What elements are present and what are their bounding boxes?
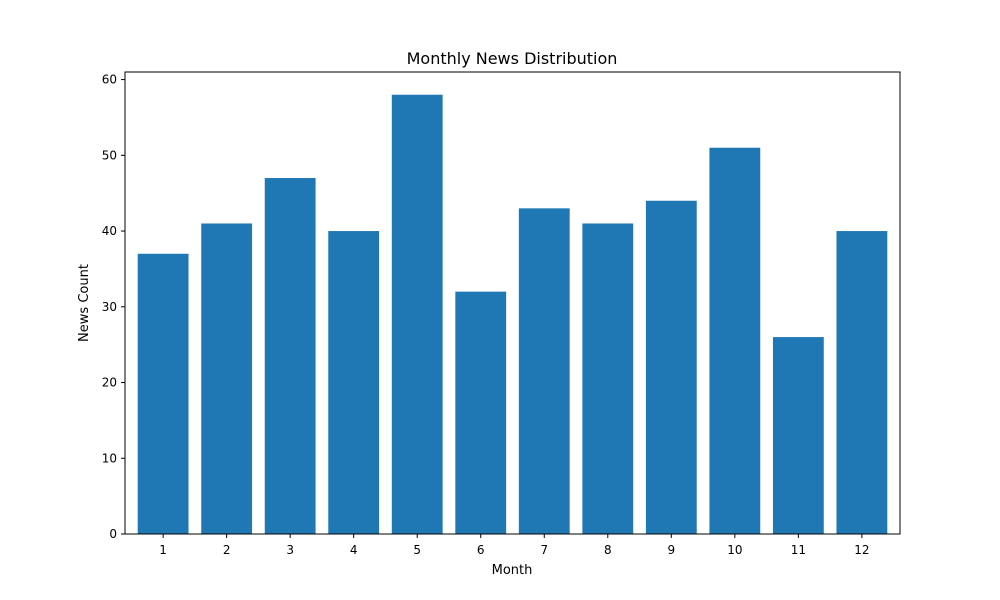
- y-tick-label: 10: [102, 451, 117, 465]
- bar-month-9: [645, 200, 697, 535]
- y-axis-ticks: 0 10 20 30 40 50 60: [102, 73, 125, 541]
- bar-month-5: [391, 94, 443, 534]
- bar-month-3: [264, 178, 316, 535]
- x-tick-label: 1: [159, 543, 167, 557]
- x-tick-label: 7: [540, 543, 548, 557]
- bar-month-11: [772, 337, 824, 534]
- x-tick-label: 11: [791, 543, 806, 557]
- x-tick-label: 6: [477, 543, 485, 557]
- y-tick-label: 50: [102, 148, 117, 162]
- bars-group: [137, 94, 888, 535]
- bar-month-8: [582, 223, 634, 534]
- bar-month-4: [328, 231, 380, 534]
- y-tick-label: 60: [102, 73, 117, 87]
- bar-month-6: [455, 291, 507, 534]
- y-tick-label: 20: [102, 376, 117, 390]
- x-tick-label: 3: [286, 543, 294, 557]
- chart-title: Monthly News Distribution: [407, 49, 618, 68]
- bar-month-12: [836, 231, 888, 534]
- bar-month-10: [709, 147, 761, 534]
- y-tick-label: 40: [102, 224, 117, 238]
- plot-frame: [124, 71, 901, 535]
- x-tick-label: 12: [854, 543, 869, 557]
- x-tick-label: 5: [413, 543, 421, 557]
- y-tick-label: 30: [102, 300, 117, 314]
- bar-month-1: [137, 253, 189, 534]
- x-axis-ticks: 1 2 3 4 5 6 7 8 9 10 11 12: [159, 534, 870, 557]
- x-tick-label: 2: [223, 543, 231, 557]
- y-tick-label: 0: [109, 527, 117, 541]
- x-tick-label: 8: [604, 543, 612, 557]
- x-tick-label: 9: [667, 543, 675, 557]
- x-tick-label: 10: [727, 543, 742, 557]
- x-axis-label: Month: [492, 563, 533, 578]
- y-axis-label: News Count: [77, 264, 92, 342]
- bar-month-2: [201, 223, 253, 534]
- bar-month-7: [518, 208, 570, 534]
- x-tick-label: 4: [350, 543, 358, 557]
